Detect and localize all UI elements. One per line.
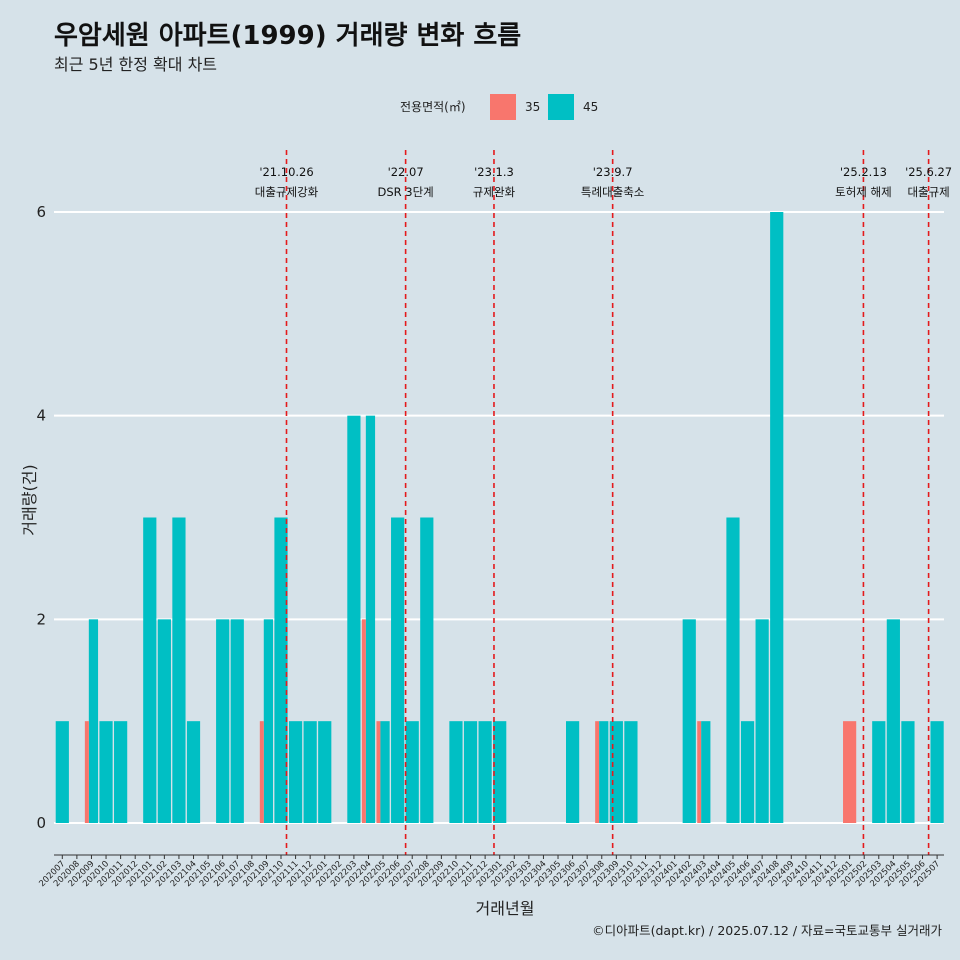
bar-202208-45 <box>420 517 434 823</box>
bar-202211-45 <box>463 721 478 823</box>
bar-202205-45 <box>380 721 390 823</box>
bar-202010-45 <box>99 721 113 823</box>
y-axis-title: 거래량(건) <box>20 464 39 535</box>
y-tick-label: 4 <box>36 407 46 425</box>
bar-202306-45 <box>566 721 580 823</box>
bar-202403-35 <box>697 721 702 823</box>
event-label: DSR 3단계 <box>377 185 433 199</box>
bar-202011-45 <box>114 721 128 823</box>
event-date: '21.10.26 <box>259 165 313 179</box>
bar-202408-45 <box>770 212 784 823</box>
event-date: '22.07 <box>388 165 424 179</box>
legend-label-45: 45 <box>583 100 598 114</box>
event-date: '25.2.13 <box>840 165 887 179</box>
bar-202101-45 <box>143 517 157 823</box>
bar-202112-45 <box>303 721 317 823</box>
bar-202102-45 <box>157 619 171 823</box>
bar-202309-45 <box>609 721 623 823</box>
bar-202212-45 <box>478 721 492 823</box>
y-tick-label: 0 <box>36 814 46 832</box>
chart-subtitle: 최근 5년 한정 확대 차트 <box>54 55 217 74</box>
event-label: 특례대출축소 <box>581 185 644 199</box>
chart-title: 우암세원 아파트(1999) 거래량 변화 흐름 <box>54 21 521 51</box>
bar-202106-45 <box>216 619 230 823</box>
bar-202201-45 <box>318 721 332 823</box>
bar-202007-45 <box>55 721 69 823</box>
bar-202109-45 <box>263 619 274 823</box>
bar-202504-45 <box>886 619 900 823</box>
policy-events: '21.10.26 대출규제강화 '22.07 DSR 3단계 '23.1.3 규제완화 '… <box>255 150 952 855</box>
event-label: 대출규제강화 <box>255 185 319 199</box>
bar-202301-45 <box>493 721 507 823</box>
bar-202308-45 <box>599 721 609 823</box>
event-label: 토허제 해제 <box>835 185 892 199</box>
bar-202507-45 <box>930 721 944 823</box>
bar-202110-45 <box>274 517 288 823</box>
y-tick-label: 6 <box>36 203 46 221</box>
bar-202405-45 <box>726 517 740 823</box>
event-label: 규제완화 <box>473 185 516 199</box>
bars <box>55 212 944 823</box>
bar-202111-45 <box>288 721 303 823</box>
bar-202203-45 <box>347 415 361 823</box>
legend-title: 전용면적(㎡) <box>400 100 466 114</box>
legend: 전용면적(㎡) 35 45 <box>400 94 598 120</box>
bar-202205-35 <box>376 721 381 823</box>
bar-202204-45 <box>365 415 376 823</box>
bar-202204-35 <box>361 619 366 823</box>
bar-202207-45 <box>405 721 419 823</box>
bar-202406-45 <box>740 721 755 823</box>
bar-202009-45 <box>88 619 99 823</box>
bar-202407-45 <box>755 619 769 823</box>
y-tick-label: 2 <box>36 610 46 628</box>
legend-label-35: 35 <box>525 100 540 114</box>
bar-202009-35 <box>84 721 89 823</box>
legend-swatch-35 <box>490 94 516 120</box>
bar-202104-45 <box>186 721 201 823</box>
bar-202403-45 <box>701 721 711 823</box>
bar-202206-45 <box>391 517 405 823</box>
bar-202107-45 <box>230 619 244 823</box>
x-axis-title: 거래년월 <box>476 899 535 918</box>
bar-202109-35 <box>259 721 264 823</box>
bar-202402-45 <box>682 619 696 823</box>
bar-202310-45 <box>624 721 638 823</box>
bar-202210-45 <box>449 721 463 823</box>
axes: 2020072020082020092020102020112020122021… <box>37 854 944 889</box>
event-date: '25.6.27 <box>905 165 952 179</box>
source-caption: ©디아파트(dapt.kr) / 2025.07.12 / 자료=국토교통부 실… <box>592 923 942 938</box>
bar-202308-35 <box>595 721 600 823</box>
event-date: '23.9.7 <box>593 165 633 179</box>
bar-202505-45 <box>901 721 915 823</box>
bar-202501-35 <box>843 721 857 823</box>
event-label: 대출규제 <box>907 185 949 199</box>
event-date: '23.1.3 <box>474 165 514 179</box>
legend-swatch-45 <box>548 94 574 120</box>
bar-202503-45 <box>872 721 886 823</box>
bar-202103-45 <box>172 517 186 823</box>
